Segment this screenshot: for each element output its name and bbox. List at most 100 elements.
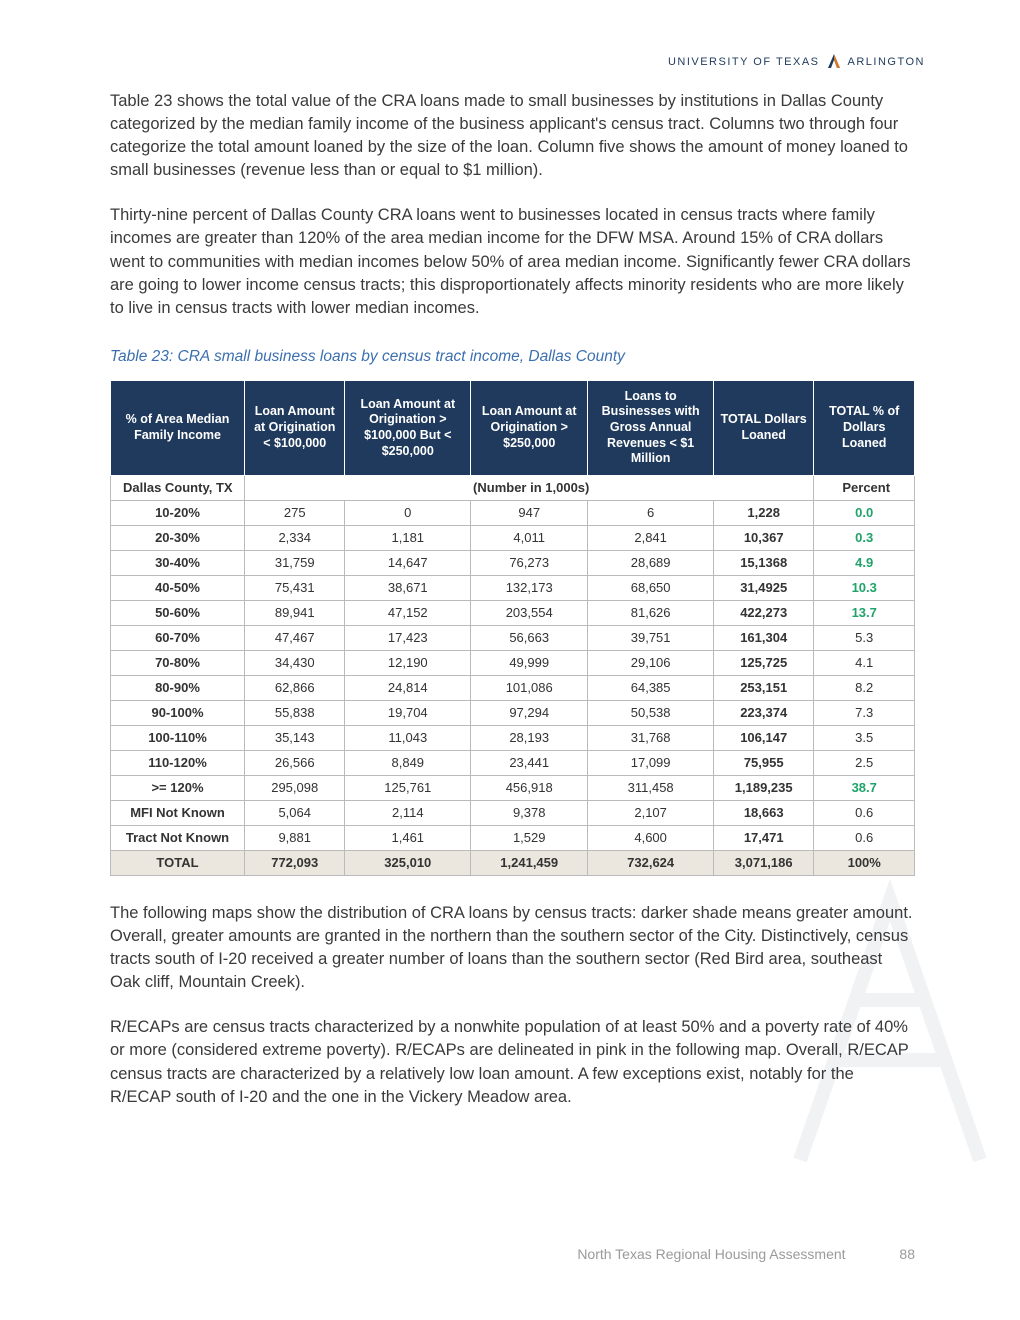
cell: 8,849 — [345, 750, 471, 775]
table-row: 50-60%89,94147,152203,55481,626422,27313… — [111, 600, 915, 625]
cell: 2,107 — [588, 800, 714, 825]
cell-total: 1,189,235 — [713, 775, 813, 800]
cell-total: 17,471 — [713, 825, 813, 850]
cell: 203,554 — [471, 600, 588, 625]
cell: 0 — [345, 500, 471, 525]
table-row: Tract Not Known9,8811,4611,5294,60017,47… — [111, 825, 915, 850]
cell: 47,467 — [244, 625, 344, 650]
cell: 62,866 — [244, 675, 344, 700]
table-row: 110-120%26,5668,84923,44117,09975,9552.5 — [111, 750, 915, 775]
cell: 49,999 — [471, 650, 588, 675]
cell-pct: 5.3 — [814, 625, 915, 650]
cell: 19,704 — [345, 700, 471, 725]
cell: 4,600 — [588, 825, 714, 850]
cell: 38,671 — [345, 575, 471, 600]
cell-total: 125,725 — [713, 650, 813, 675]
cell-pct: 0.6 — [814, 800, 915, 825]
table-header-row: % of Area Median Family Income Loan Amou… — [111, 380, 915, 475]
cell-pct: 0.6 — [814, 825, 915, 850]
header-org-logo: UNIVERSITY OF TEXAS ARLINGTON — [668, 52, 925, 72]
cell: 772,093 — [244, 850, 344, 875]
table-row: 20-30%2,3341,1814,0112,84110,3670.3 — [111, 525, 915, 550]
cell: 17,423 — [345, 625, 471, 650]
cell: 75,431 — [244, 575, 344, 600]
col-header: Loans to Businesses with Gross Annual Re… — [588, 380, 714, 475]
cell: 56,663 — [471, 625, 588, 650]
cell: 4,011 — [471, 525, 588, 550]
cell: 275 — [244, 500, 344, 525]
cell: 2,841 — [588, 525, 714, 550]
row-label: 60-70% — [111, 625, 245, 650]
cell-total: 15,1368 — [713, 550, 813, 575]
cell-total: 75,955 — [713, 750, 813, 775]
row-label: 90-100% — [111, 700, 245, 725]
row-label: 10-20% — [111, 500, 245, 525]
table-row: 80-90%62,86624,814101,08664,385253,1518.… — [111, 675, 915, 700]
row-label: 40-50% — [111, 575, 245, 600]
subhead-left: Dallas County, TX — [111, 475, 245, 500]
cell-pct: 2.5 — [814, 750, 915, 775]
cell: 50,538 — [588, 700, 714, 725]
cell: 39,751 — [588, 625, 714, 650]
cell-total: 422,273 — [713, 600, 813, 625]
cell: 17,099 — [588, 750, 714, 775]
table-row: 90-100%55,83819,70497,29450,538223,3747.… — [111, 700, 915, 725]
cell: 732,624 — [588, 850, 714, 875]
cell: 34,430 — [244, 650, 344, 675]
org-right: ARLINGTON — [848, 56, 925, 68]
page-footer: North Texas Regional Housing Assessment … — [577, 1246, 915, 1262]
cell: 5,064 — [244, 800, 344, 825]
cell: 28,193 — [471, 725, 588, 750]
uta-logo-icon — [824, 52, 844, 72]
cell: 1,181 — [345, 525, 471, 550]
cell: 89,941 — [244, 600, 344, 625]
table-subhead-row: Dallas County, TX (Number in 1,000s) Per… — [111, 475, 915, 500]
footer-page-number: 88 — [899, 1246, 915, 1262]
cell: 23,441 — [471, 750, 588, 775]
cell: 24,814 — [345, 675, 471, 700]
col-header: Loan Amount at Origination < $100,000 — [244, 380, 344, 475]
col-header: Loan Amount at Origination > $250,000 — [471, 380, 588, 475]
paragraph-1: Table 23 shows the total value of the CR… — [110, 90, 915, 182]
cell-total: 223,374 — [713, 700, 813, 725]
cell-pct: 8.2 — [814, 675, 915, 700]
cell: 295,098 — [244, 775, 344, 800]
cell: 125,761 — [345, 775, 471, 800]
cell: 2,334 — [244, 525, 344, 550]
col-header: TOTAL Dollars Loaned — [713, 380, 813, 475]
cell: 81,626 — [588, 600, 714, 625]
cell: 6 — [588, 500, 714, 525]
cell-pct: 3.5 — [814, 725, 915, 750]
table-caption: Table 23: CRA small business loans by ce… — [110, 348, 915, 366]
table-row: 100-110%35,14311,04328,19331,768106,1473… — [111, 725, 915, 750]
table-total-row: TOTAL772,093325,0101,241,459732,6243,071… — [111, 850, 915, 875]
paragraph-4: R/ECAPs are census tracts characterized … — [110, 1016, 915, 1108]
table-row: 30-40%31,75914,64776,27328,68915,13684.9 — [111, 550, 915, 575]
cell-pct: 4.9 — [814, 550, 915, 575]
subhead-mid: (Number in 1,000s) — [244, 475, 813, 500]
cell: 26,566 — [244, 750, 344, 775]
cell-total: 161,304 — [713, 625, 813, 650]
cell-total: 3,071,186 — [713, 850, 813, 875]
cell: 101,086 — [471, 675, 588, 700]
cell-total: 10,367 — [713, 525, 813, 550]
table-row: 60-70%47,46717,42356,66339,751161,3045.3 — [111, 625, 915, 650]
cell: 325,010 — [345, 850, 471, 875]
cell-total: 106,147 — [713, 725, 813, 750]
cell-pct: 100% — [814, 850, 915, 875]
cell-pct: 10.3 — [814, 575, 915, 600]
cell: 1,241,459 — [471, 850, 588, 875]
cell: 11,043 — [345, 725, 471, 750]
cell: 456,918 — [471, 775, 588, 800]
table-row: 10-20%275094761,2280.0 — [111, 500, 915, 525]
cell-total: 31,4925 — [713, 575, 813, 600]
row-label: >= 120% — [111, 775, 245, 800]
row-label: 100-110% — [111, 725, 245, 750]
cell: 97,294 — [471, 700, 588, 725]
cra-loans-table: % of Area Median Family Income Loan Amou… — [110, 380, 915, 876]
row-label: 50-60% — [111, 600, 245, 625]
cell: 12,190 — [345, 650, 471, 675]
cell: 31,768 — [588, 725, 714, 750]
row-label: 20-30% — [111, 525, 245, 550]
col-header: Loan Amount at Origination > $100,000 Bu… — [345, 380, 471, 475]
